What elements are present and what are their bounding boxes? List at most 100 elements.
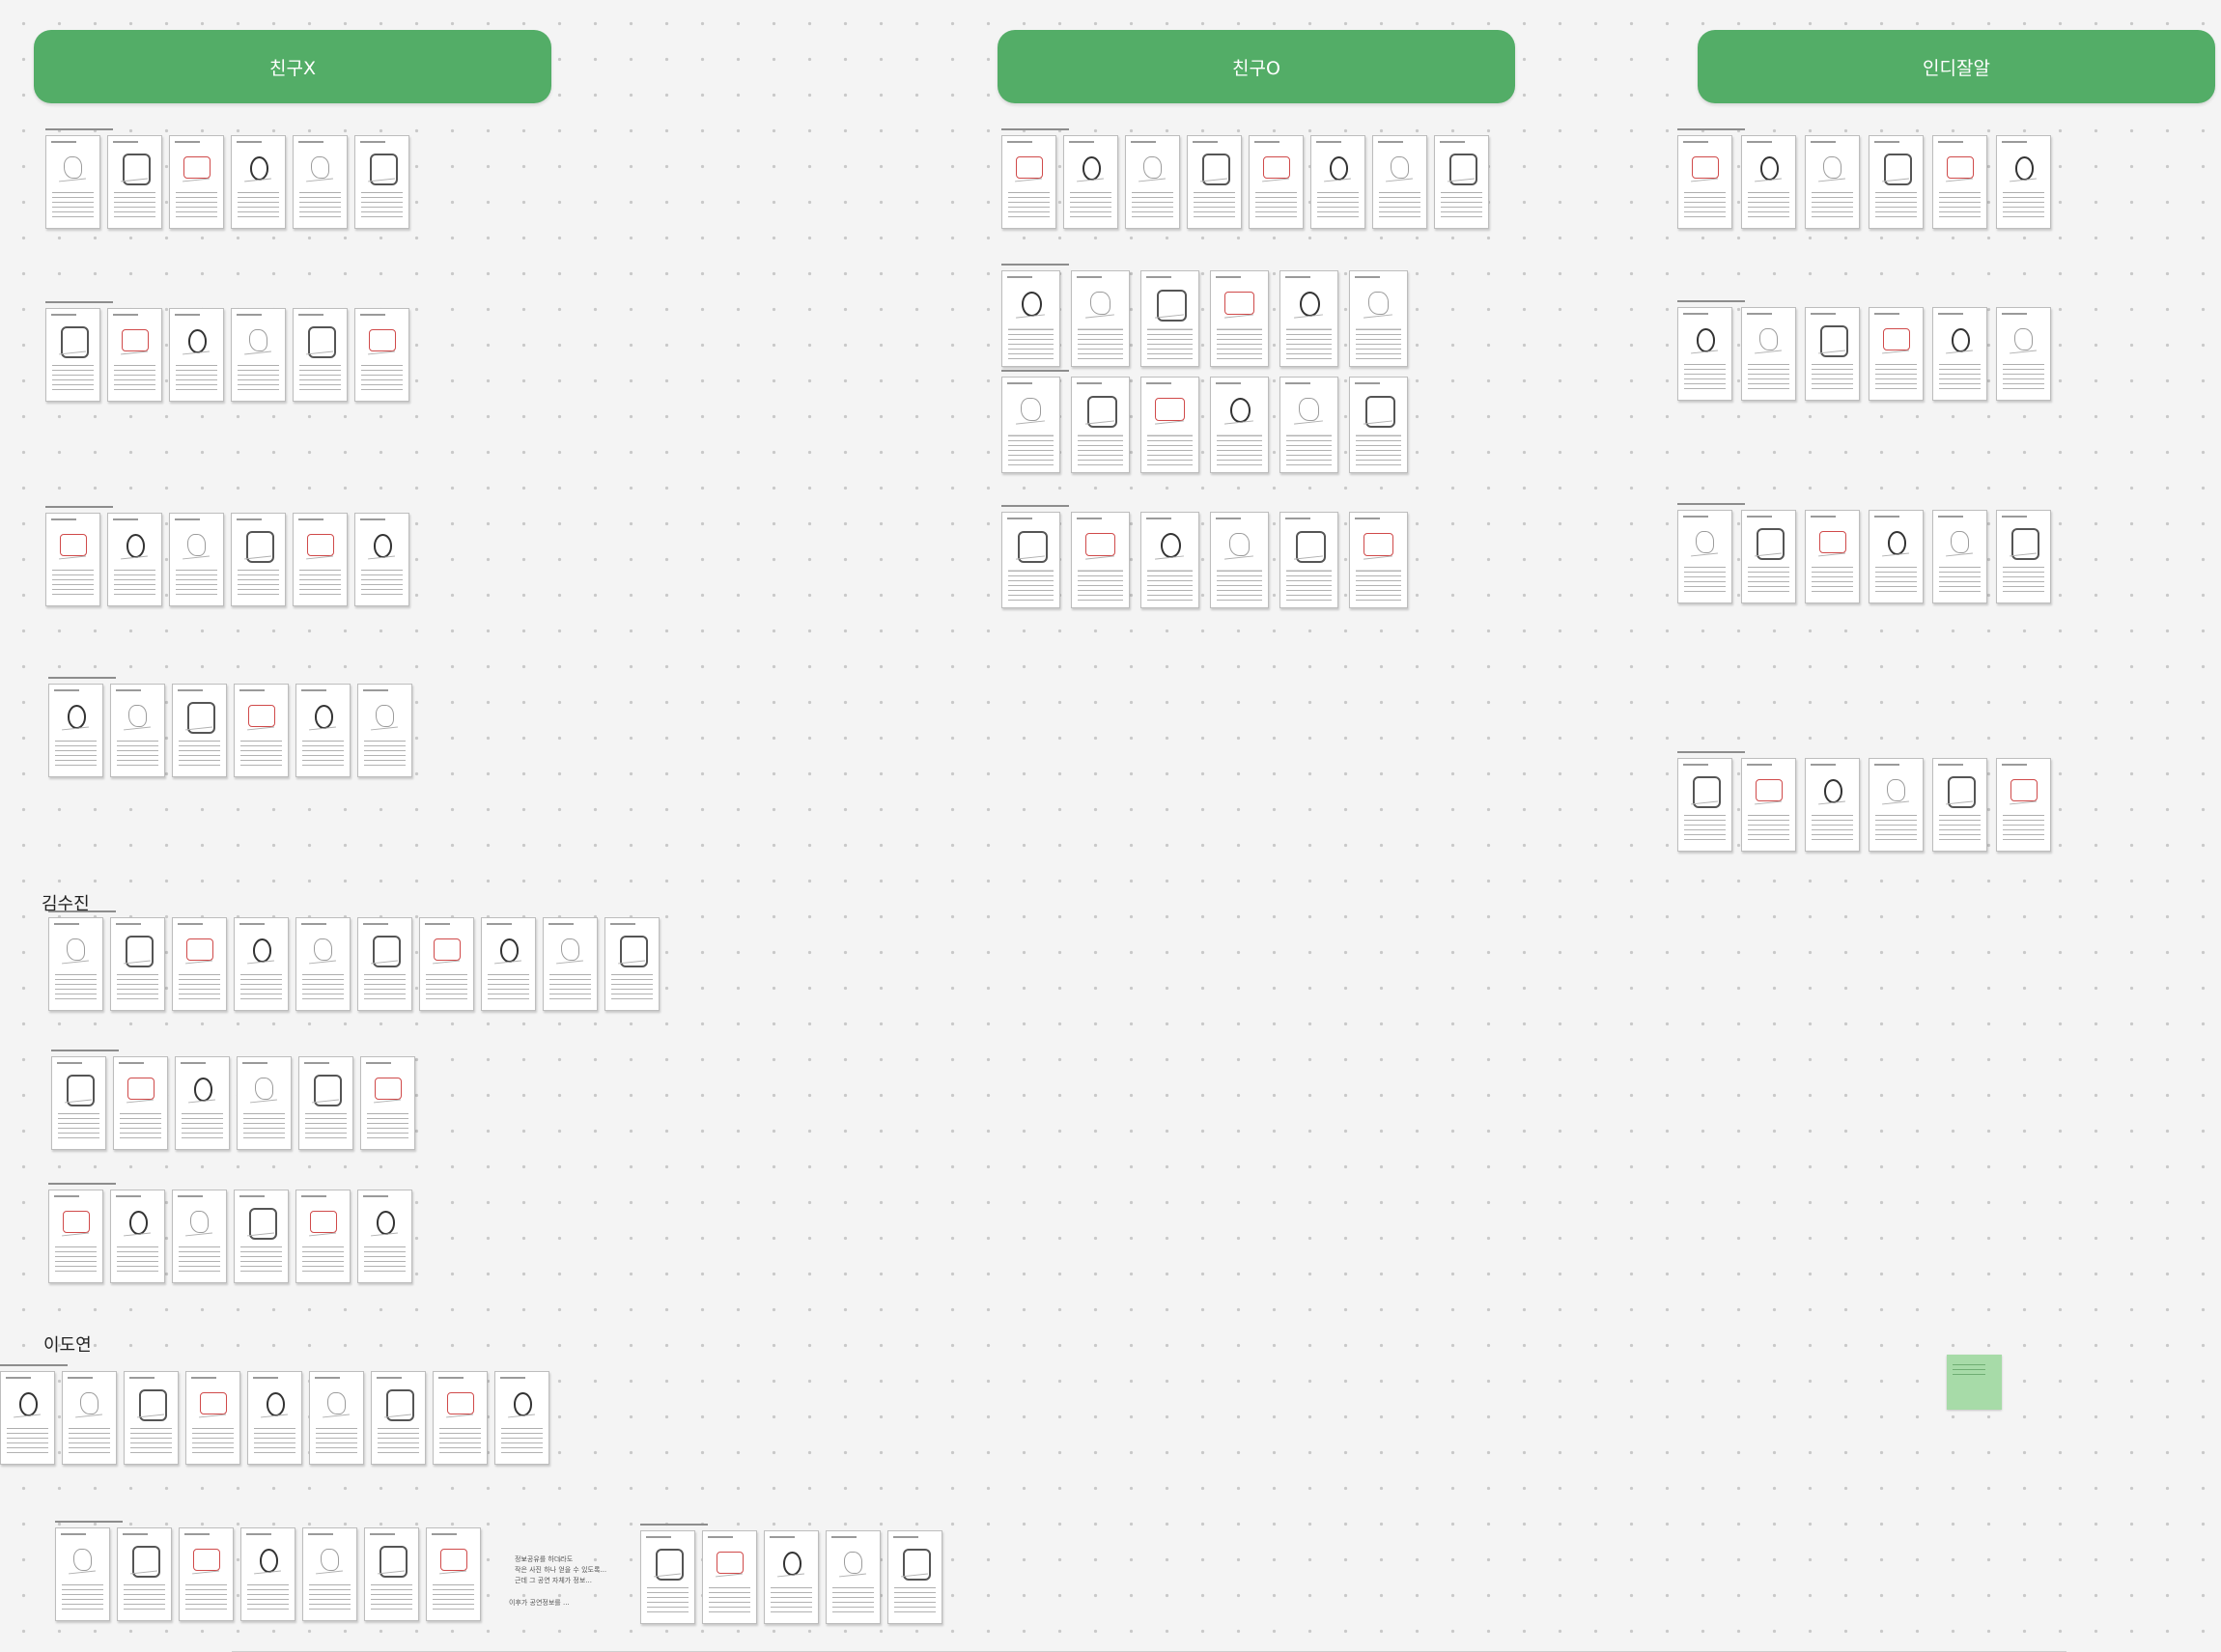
frame-group-title[interactable] [1001,264,1069,266]
frame-group-title[interactable] [640,1524,708,1526]
storyboard-frame[interactable] [1063,135,1118,229]
frame-group-title[interactable] [55,1521,123,1523]
storyboard-frame[interactable] [1996,135,2051,229]
storyboard-frame[interactable] [1310,135,1365,229]
storyboard-frame[interactable] [1677,510,1732,603]
storyboard-frame[interactable] [107,513,162,606]
storyboard-frame[interactable] [1001,512,1060,608]
header-friend-x[interactable]: 친구X [34,30,551,103]
storyboard-frame[interactable] [1372,135,1427,229]
storyboard-frame[interactable] [175,1056,230,1150]
storyboard-frame[interactable] [1279,377,1338,473]
storyboard-frame[interactable] [1996,758,2051,852]
storyboard-frame[interactable] [371,1371,426,1465]
storyboard-frame[interactable] [240,1527,295,1621]
storyboard-frame[interactable] [494,1371,549,1465]
storyboard-frame[interactable] [604,917,660,1011]
storyboard-frame[interactable] [117,1527,172,1621]
storyboard-frame[interactable] [295,1190,351,1283]
storyboard-frame[interactable] [1210,270,1269,367]
storyboard-frame[interactable] [234,1190,289,1283]
storyboard-frame[interactable] [1805,135,1860,229]
storyboard-frame[interactable] [185,1371,240,1465]
frame-group-title[interactable] [0,1364,68,1366]
storyboard-frame[interactable] [1869,758,1924,852]
storyboard-frame[interactable] [543,917,598,1011]
header-indie[interactable]: 인디잘알 [1698,30,2215,103]
storyboard-frame[interactable] [1071,270,1130,367]
storyboard-frame[interactable] [1932,510,1987,603]
storyboard-frame[interactable] [172,1190,227,1283]
storyboard-frame[interactable] [295,684,351,777]
storyboard-frame[interactable] [45,135,100,229]
storyboard-frame[interactable] [107,135,162,229]
storyboard-frame[interactable] [826,1530,881,1624]
header-friend-o[interactable]: 친구O [998,30,1515,103]
storyboard-frame[interactable] [1996,510,2051,603]
storyboard-frame[interactable] [1071,512,1130,608]
storyboard-frame[interactable] [419,917,474,1011]
storyboard-frame[interactable] [295,917,351,1011]
storyboard-frame[interactable] [51,1056,106,1150]
storyboard-frame[interactable] [1349,270,1408,367]
storyboard-frame[interactable] [364,1527,419,1621]
storyboard-frame[interactable] [1932,307,1987,401]
frame-group-title[interactable] [48,1183,116,1185]
storyboard-frame[interactable] [0,1371,55,1465]
storyboard-frame[interactable] [1869,307,1924,401]
storyboard-frame[interactable] [1279,512,1338,608]
storyboard-frame[interactable] [360,1056,415,1150]
storyboard-frame[interactable] [354,513,409,606]
frame-group-title[interactable] [1677,128,1745,130]
storyboard-frame[interactable] [1001,270,1060,367]
storyboard-frame[interactable] [1279,270,1338,367]
storyboard-frame[interactable] [640,1530,695,1624]
storyboard-frame[interactable] [48,917,103,1011]
storyboard-frame[interactable] [357,684,412,777]
storyboard-frame[interactable] [169,513,224,606]
storyboard-frame[interactable] [1677,307,1732,401]
storyboard-frame[interactable] [302,1527,357,1621]
frame-group-title[interactable] [51,1050,119,1051]
storyboard-frame[interactable] [110,684,165,777]
frame-group-title[interactable] [1677,300,1745,302]
storyboard-frame[interactable] [426,1527,481,1621]
storyboard-frame[interactable] [1071,377,1130,473]
storyboard-frame[interactable] [1932,135,1987,229]
storyboard-frame[interactable] [887,1530,942,1624]
storyboard-frame[interactable] [1932,758,1987,852]
storyboard-frame[interactable] [172,917,227,1011]
storyboard-frame[interactable] [1140,377,1199,473]
sticky-note[interactable] [1947,1355,2002,1410]
storyboard-frame[interactable] [1349,512,1408,608]
storyboard-frame[interactable] [1210,512,1269,608]
storyboard-frame[interactable] [1805,758,1860,852]
storyboard-frame[interactable] [298,1056,353,1150]
storyboard-frame[interactable] [234,917,289,1011]
storyboard-frame[interactable] [237,1056,292,1150]
storyboard-frame[interactable] [1741,510,1796,603]
storyboard-frame[interactable] [1001,135,1056,229]
storyboard-frame[interactable] [62,1371,117,1465]
storyboard-frame[interactable] [1187,135,1242,229]
storyboard-frame[interactable] [172,684,227,777]
storyboard-frame[interactable] [702,1530,757,1624]
frame-group-title[interactable] [1677,751,1745,753]
storyboard-frame[interactable] [1140,270,1199,367]
frame-group-title[interactable] [45,506,113,508]
storyboard-frame[interactable] [1434,135,1489,229]
storyboard-frame[interactable] [433,1371,488,1465]
storyboard-frame[interactable] [107,308,162,402]
storyboard-frame[interactable] [124,1371,179,1465]
storyboard-frame[interactable] [169,135,224,229]
storyboard-frame[interactable] [113,1056,168,1150]
storyboard-frame[interactable] [354,308,409,402]
storyboard-frame[interactable] [293,135,348,229]
storyboard-frame[interactable] [354,135,409,229]
storyboard-frame[interactable] [1741,307,1796,401]
storyboard-frame[interactable] [293,513,348,606]
storyboard-frame[interactable] [169,308,224,402]
memo-text-1[interactable]: 정보공유를 하더라도 작은 사진 하나 얻을 수 있도록... 근데 그 공연 … [515,1555,607,1584]
storyboard-frame[interactable] [231,308,286,402]
storyboard-frame[interactable] [1677,758,1732,852]
